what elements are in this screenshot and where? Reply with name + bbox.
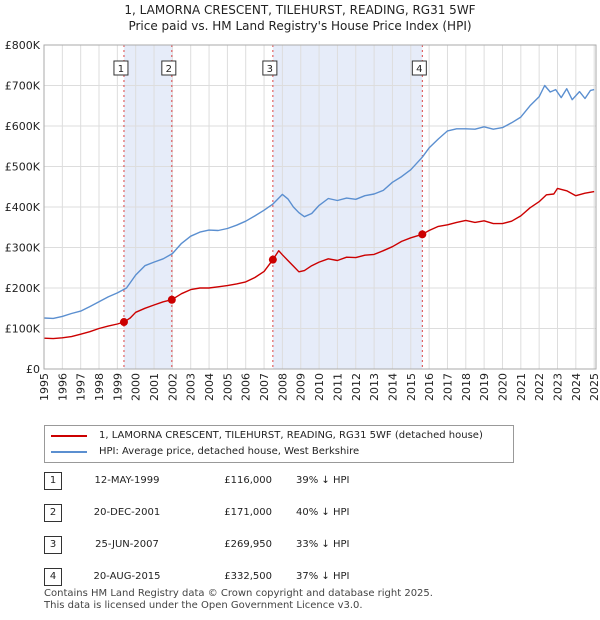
transaction-date: 20-DEC-2001 [93, 507, 161, 518]
x-tick-label: 1998 [93, 373, 106, 401]
marker-label: 2 [166, 64, 172, 75]
x-tick-label: 2005 [221, 373, 234, 401]
x-tick-label: 2020 [496, 373, 509, 401]
x-tick-label: 2002 [166, 373, 179, 401]
x-tick-label: 2012 [350, 373, 363, 401]
transaction-row: 4 20-AUG-2015 £332,500 37% ↓ HPI [44, 567, 544, 587]
hpi-line [43, 84, 595, 320]
transaction-hpi-diff: 33% ↓ HPI [296, 539, 350, 550]
x-tick-label: 2025 [588, 373, 600, 401]
x-tick-label: 2022 [533, 373, 546, 401]
x-tick-label: 2019 [478, 373, 491, 401]
legend-swatch-hpi [51, 451, 87, 453]
transaction-price: £171,000 [224, 507, 272, 518]
x-tick-label: 2014 [386, 373, 399, 401]
legend-swatch-property [51, 435, 87, 437]
x-tick-label: 1999 [111, 373, 124, 401]
sale-point [418, 230, 427, 239]
marker-box [113, 60, 129, 76]
y-tick-label: £800K [5, 39, 41, 52]
y-tick-label: £200K [5, 282, 41, 295]
marker-box [411, 60, 427, 76]
marker-label: 3 [267, 64, 273, 75]
y-tick-label: £700K [5, 80, 41, 93]
transaction-number: 1 [44, 472, 62, 490]
x-tick-label: 2015 [405, 373, 418, 401]
sale-point [268, 255, 277, 264]
x-tick-label: 2001 [148, 373, 161, 401]
sale-point [119, 318, 128, 327]
x-tick-label: 2013 [368, 373, 381, 401]
x-tick-label: 2011 [331, 373, 344, 401]
marker-box [161, 60, 177, 76]
transaction-date: 20-AUG-2015 [93, 571, 161, 582]
transaction-number: 2 [44, 504, 62, 522]
transaction-price: £116,000 [224, 475, 272, 486]
marker-label: 4 [416, 64, 422, 75]
x-tick-label: 2017 [441, 373, 454, 401]
x-tick-label: 2000 [130, 373, 143, 401]
x-tick-label: 2010 [313, 373, 326, 401]
transaction-hpi-diff: 40% ↓ HPI [296, 507, 350, 518]
x-tick-label: 2004 [203, 373, 216, 401]
transaction-date: 12-MAY-1999 [94, 475, 160, 486]
title-line-1: 1, LAMORNA CRESCENT, TILEHURST, READING,… [124, 3, 476, 17]
property-price-line [43, 187, 595, 340]
transaction-price: £269,950 [224, 539, 272, 550]
transaction-hpi-diff: 39% ↓ HPI [296, 475, 350, 486]
y-tick-label: £600K [5, 120, 41, 133]
x-tick-label: 2018 [460, 373, 473, 401]
plot-frame [43, 44, 597, 370]
y-tick-label: £100K [5, 323, 41, 336]
x-tick-label: 2006 [240, 373, 253, 401]
x-tick-label: 2003 [185, 373, 198, 401]
transaction-price: £332,500 [224, 571, 272, 582]
title-line-2: Price paid vs. HM Land Registry's House … [128, 19, 472, 33]
x-tick-label: 1996 [56, 373, 69, 401]
transaction-row: 3 25-JUN-2007 £269,950 33% ↓ HPI [44, 535, 544, 555]
y-tick-label: £0 [26, 363, 40, 376]
transaction-date: 25-JUN-2007 [95, 539, 159, 550]
transaction-number: 3 [44, 536, 62, 554]
marker-box [262, 60, 278, 76]
chart-title: 1, LAMORNA CRESCENT, TILEHURST, READING,… [0, 2, 600, 34]
x-tick-label: 2023 [551, 373, 564, 401]
x-tick-label: 2009 [295, 373, 308, 401]
transaction-number: 4 [44, 568, 62, 586]
transaction-row: 2 20-DEC-2001 £171,000 40% ↓ HPI [44, 503, 544, 523]
transaction-hpi-diff: 37% ↓ HPI [296, 571, 350, 582]
footer: Contains HM Land Registry data © Crown c… [44, 588, 433, 612]
price-chart: 1 2 3 4 £0 £100K £200K £300K £400K £500K £600K £700… [5, 39, 600, 401]
x-tick-label: 2021 [515, 373, 528, 401]
x-tick-label: 1997 [75, 373, 88, 401]
footer-copyright: Contains HM Land Registry data © Crown c… [44, 588, 433, 599]
legend: 1, LAMORNA CRESCENT, TILEHURST, READING,… [44, 425, 514, 463]
y-tick-label: £300K [5, 242, 41, 255]
transaction-row: 1 12-MAY-1999 £116,000 39% ↓ HPI [44, 471, 544, 491]
marker-label: 1 [118, 64, 124, 75]
y-tick-label: £400K [5, 201, 41, 214]
sale-point [167, 295, 176, 304]
legend-label-hpi: HPI: Average price, detached house, West… [99, 446, 360, 457]
x-tick-label: 2008 [276, 373, 289, 401]
footer-licence: This data is licensed under the Open Gov… [44, 600, 363, 611]
x-tick-label: 2007 [258, 373, 271, 401]
x-tick-label: 2024 [570, 373, 583, 401]
y-tick-label: £500K [5, 161, 41, 174]
x-tick-label: 1995 [38, 373, 51, 401]
x-tick-label: 2016 [423, 373, 436, 401]
legend-label-property: 1, LAMORNA CRESCENT, TILEHURST, READING,… [99, 430, 483, 441]
